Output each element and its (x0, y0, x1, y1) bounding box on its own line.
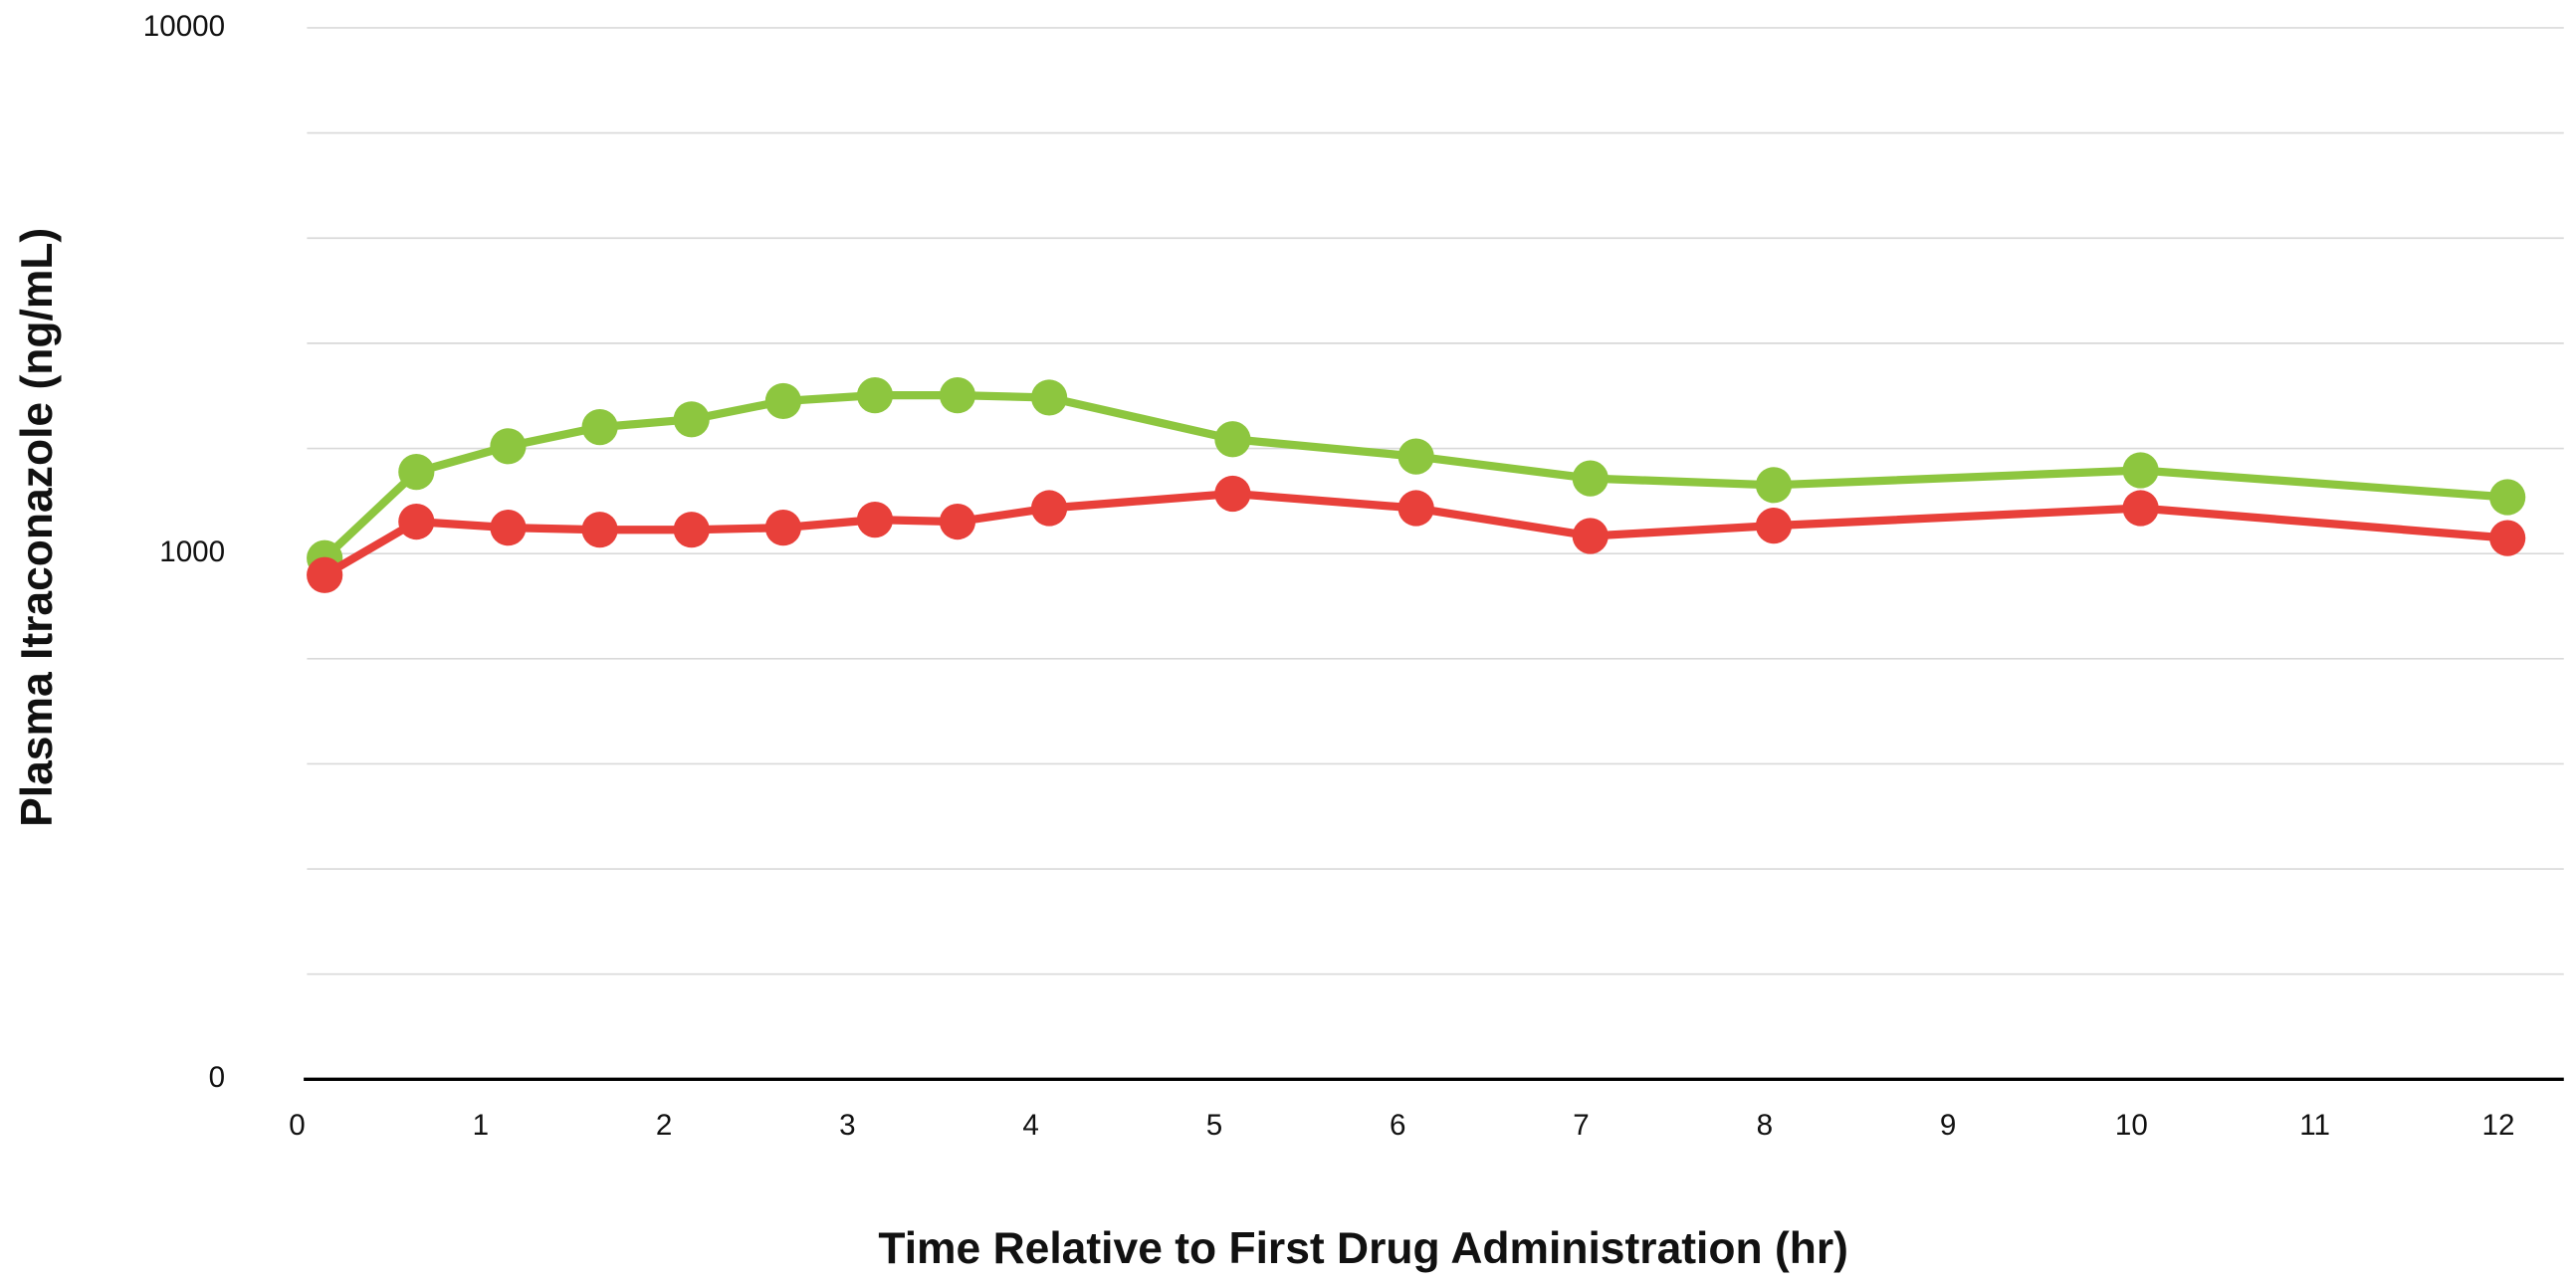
x-tick-label: 8 (1757, 1109, 1773, 1142)
data-point (1397, 490, 1434, 527)
data-point (673, 512, 710, 548)
data-point (2122, 490, 2159, 527)
data-point (490, 428, 527, 465)
data-point (1397, 438, 1434, 475)
x-tick-label: 2 (656, 1109, 672, 1142)
data-point (1031, 490, 1068, 527)
x-tick-label: 4 (1022, 1109, 1038, 1142)
y-tick-label: 10000 (143, 10, 225, 43)
data-point (398, 503, 435, 540)
x-tick-label: 11 (2299, 1109, 2330, 1142)
data-point (307, 556, 343, 593)
data-point (1572, 460, 1609, 497)
data-point (856, 502, 894, 538)
x-axis-title: Time Relative to First Drug Administrati… (878, 1224, 1848, 1273)
x-tick-label: 9 (1940, 1109, 1956, 1142)
data-point (764, 510, 801, 546)
data-point (490, 510, 527, 546)
x-tick-label: 5 (1206, 1109, 1222, 1142)
data-point (1572, 518, 1609, 554)
data-point (581, 512, 618, 548)
x-tick-label: 0 (289, 1109, 305, 1142)
data-point (2122, 452, 2159, 489)
data-point (2489, 520, 2526, 556)
data-point (939, 503, 976, 540)
data-point (1214, 475, 1251, 513)
data-point (673, 401, 710, 438)
x-tick-label: 6 (1390, 1109, 1405, 1142)
x-tick-label: 7 (1573, 1109, 1589, 1142)
data-point (1755, 508, 1793, 544)
x-tick-label: 3 (839, 1109, 855, 1142)
data-point (398, 454, 435, 491)
data-point (2489, 479, 2526, 516)
data-point (581, 408, 618, 446)
data-point (1755, 467, 1793, 504)
y-axis-title: Plasma Itraconazole (ng/mL) (13, 228, 62, 827)
data-point (764, 382, 801, 420)
x-tick-label: 1 (473, 1109, 489, 1142)
x-tick-label: 10 (2115, 1109, 2148, 1142)
x-tick-label: 12 (2481, 1109, 2514, 1142)
data-point (1214, 421, 1251, 458)
y-tick-label: 1000 (159, 535, 225, 568)
data-point (856, 377, 894, 414)
y-tick-label: 0 (209, 1061, 225, 1094)
data-point (939, 377, 976, 414)
data-point (1031, 379, 1068, 416)
